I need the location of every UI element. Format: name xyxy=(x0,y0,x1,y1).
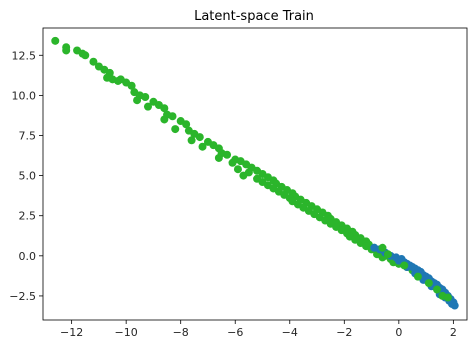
scatter-point-2-3 xyxy=(424,279,433,288)
scatter-point-0-39 xyxy=(223,150,232,159)
scatter-point-2-0 xyxy=(378,243,387,252)
y-tick-label: 2.5 xyxy=(19,210,37,223)
scatter-point-0-28 xyxy=(182,120,191,129)
chart-title: Latent-space Train xyxy=(194,9,314,24)
scatter-point-0-40 xyxy=(214,153,223,162)
scatter-point-0-43 xyxy=(228,158,237,167)
scatter-point-0-50 xyxy=(239,171,248,180)
scatter-point-0-18 xyxy=(141,92,150,101)
scatter-point-0-5 xyxy=(81,51,90,60)
x-axis: −12 −10 −8 −6 −4 −2 0 2 xyxy=(60,320,457,339)
x-tick-label: −8 xyxy=(173,326,189,339)
scatter-point-0-33 xyxy=(187,136,196,145)
y-tick-label: 0.0 xyxy=(19,250,37,263)
scatter-point-2-6 xyxy=(443,293,452,302)
x-tick-label: −6 xyxy=(227,326,243,339)
scatter-point-0-0 xyxy=(51,36,60,45)
y-axis: −2.5 0.0 2.5 5.0 7.5 10.0 12.5 xyxy=(9,49,43,303)
scatter-point-0-6 xyxy=(89,57,98,66)
x-tick-label: 0 xyxy=(395,326,402,339)
y-tick-label: 10.0 xyxy=(12,89,37,102)
x-tick-label: −12 xyxy=(60,326,83,339)
scatter-point-0-19 xyxy=(133,96,142,105)
y-tick-label: 7.5 xyxy=(19,129,37,142)
scatter-point-0-46 xyxy=(233,165,242,174)
scatter-point-0-36 xyxy=(198,142,207,151)
y-tick-label: −2.5 xyxy=(9,290,36,303)
y-tick-label: 12.5 xyxy=(12,49,37,62)
x-tick-label: 2 xyxy=(450,326,457,339)
x-tick-label: −4 xyxy=(282,326,298,339)
scatter-point-2-7 xyxy=(383,250,392,259)
scatter-point-0-22 xyxy=(143,102,152,111)
points-layer xyxy=(51,36,459,310)
scatter-point-0-32 xyxy=(195,133,204,142)
scatter-point-2-4 xyxy=(433,285,442,294)
scatter-point-1-34 xyxy=(448,299,456,308)
scatter-point-0-23 xyxy=(160,104,169,113)
x-tick-label: −2 xyxy=(336,326,352,339)
x-tick-label: −10 xyxy=(115,326,138,339)
plot-area-frame xyxy=(42,27,468,321)
scatter-point-0-15 xyxy=(127,81,136,90)
scatter-point-0-2 xyxy=(62,46,71,55)
scatter-point-2-1 xyxy=(400,261,409,270)
scatter-point-0-25 xyxy=(168,112,177,121)
y-tick-label: 5.0 xyxy=(19,170,37,183)
scatter-point-0-29 xyxy=(171,125,180,134)
scatter-point-2-2 xyxy=(413,272,422,281)
scatter-point-0-26 xyxy=(160,115,169,124)
